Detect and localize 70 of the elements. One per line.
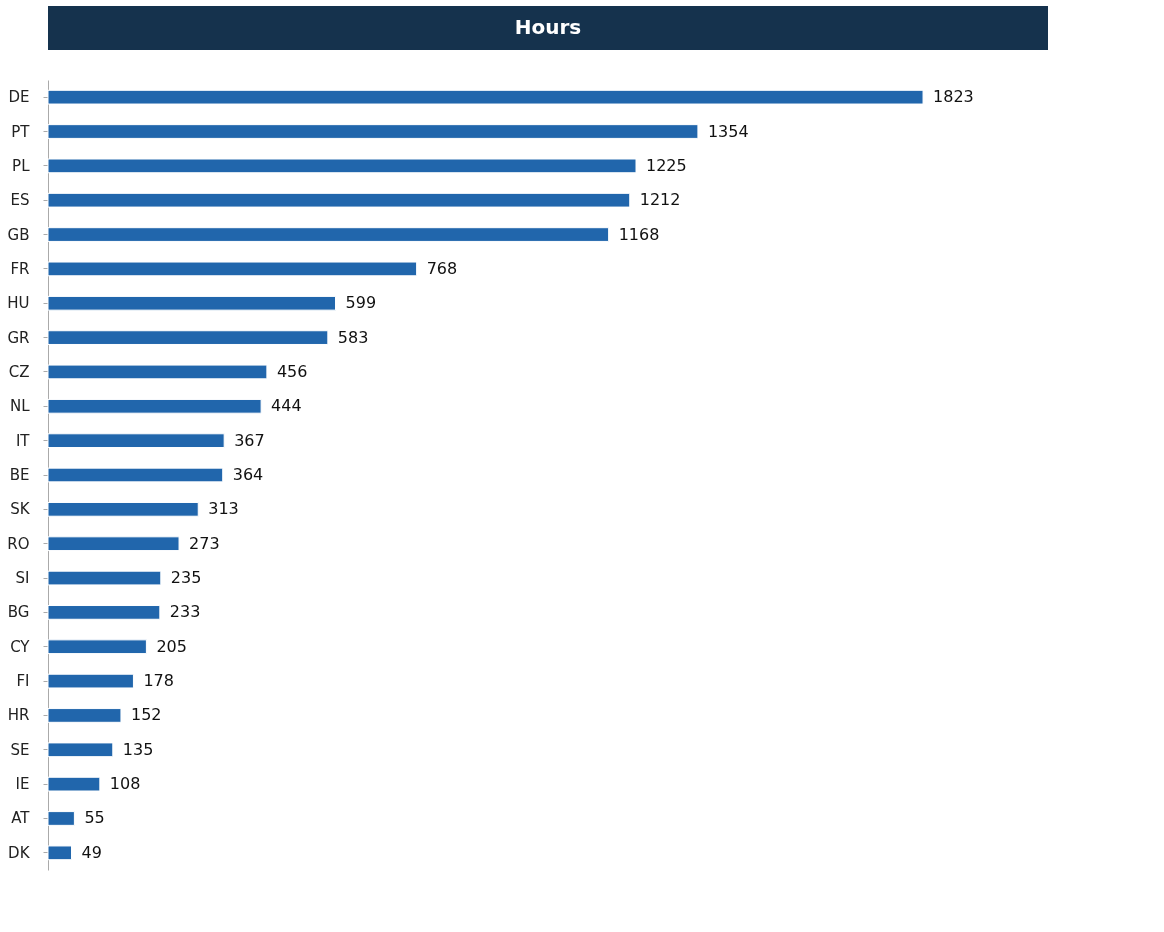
data-label: 456 — [276, 361, 308, 381]
y-tick-label: SK — [10, 500, 31, 519]
data-label: 55 — [84, 808, 105, 828]
data-label: 135 — [122, 739, 154, 759]
data-label: 367 — [234, 430, 265, 450]
bar — [47, 673, 134, 689]
bar — [47, 433, 225, 449]
data-label: 364 — [232, 465, 264, 484]
y-tick-label: HU — [7, 294, 30, 313]
bar — [47, 845, 73, 861]
y-tick-label: GB — [7, 225, 30, 244]
y-tick-label: FR — [10, 259, 30, 278]
data-label: 152 — [130, 705, 162, 725]
bar — [47, 742, 114, 758]
y-tick-label: CY — [10, 637, 31, 656]
data-label: 583 — [337, 327, 369, 347]
bar — [47, 330, 329, 345]
data-label: 1168 — [618, 224, 660, 244]
data-label: 1354 — [707, 121, 749, 141]
bar — [47, 89, 924, 105]
data-label: 205 — [156, 636, 187, 656]
y-tick-label: IE — [15, 775, 30, 794]
data-label: 273 — [189, 533, 220, 553]
bar — [47, 261, 418, 277]
data-label: 768 — [426, 258, 458, 278]
data-label: 313 — [208, 499, 239, 519]
bar — [47, 501, 199, 517]
y-tick-label: SI — [15, 569, 30, 588]
bar — [47, 776, 101, 792]
chart-title: Hours — [514, 15, 582, 39]
bar — [47, 639, 147, 655]
y-tick-label: CZ — [8, 362, 30, 381]
bar — [47, 124, 699, 139]
data-label: 444 — [271, 396, 302, 416]
y-tick-label: DK — [8, 843, 31, 862]
y-tick-label: DE — [8, 88, 30, 107]
bar — [47, 811, 75, 826]
bar — [47, 708, 122, 723]
y-tick-label: BE — [9, 466, 30, 484]
bar — [47, 158, 637, 174]
y-tick-label: IT — [15, 431, 31, 450]
y-tick-label: NL — [9, 397, 31, 416]
y-tick-label: GR — [7, 328, 30, 347]
data-label: 178 — [143, 671, 174, 691]
y-tick-label: BG — [7, 603, 30, 622]
bar — [47, 295, 337, 311]
y-tick-label: PL — [12, 156, 31, 175]
y-tick-label: SE — [10, 740, 30, 759]
data-label: 108 — [109, 774, 141, 794]
data-label: 49 — [81, 842, 102, 862]
bar — [47, 227, 610, 242]
data-label: 233 — [169, 602, 201, 622]
y-tick-label: FI — [16, 672, 30, 691]
y-tick-label: ES — [10, 191, 30, 210]
bar — [47, 398, 262, 414]
bar — [47, 536, 180, 552]
y-tick-label: PT — [11, 122, 31, 141]
y-tick-label: RO — [7, 534, 30, 553]
y-tick-label: HR — [7, 706, 30, 725]
data-label: 235 — [170, 568, 202, 588]
bar — [47, 364, 268, 380]
data-label: 1225 — [646, 155, 687, 175]
bar — [47, 605, 161, 620]
data-label: 1823 — [933, 87, 974, 107]
data-label: 599 — [345, 293, 377, 313]
bar — [47, 192, 631, 208]
data-label: 1212 — [639, 190, 681, 210]
bar — [47, 570, 162, 586]
bar — [47, 467, 224, 483]
y-tick-label: AT — [11, 809, 31, 828]
